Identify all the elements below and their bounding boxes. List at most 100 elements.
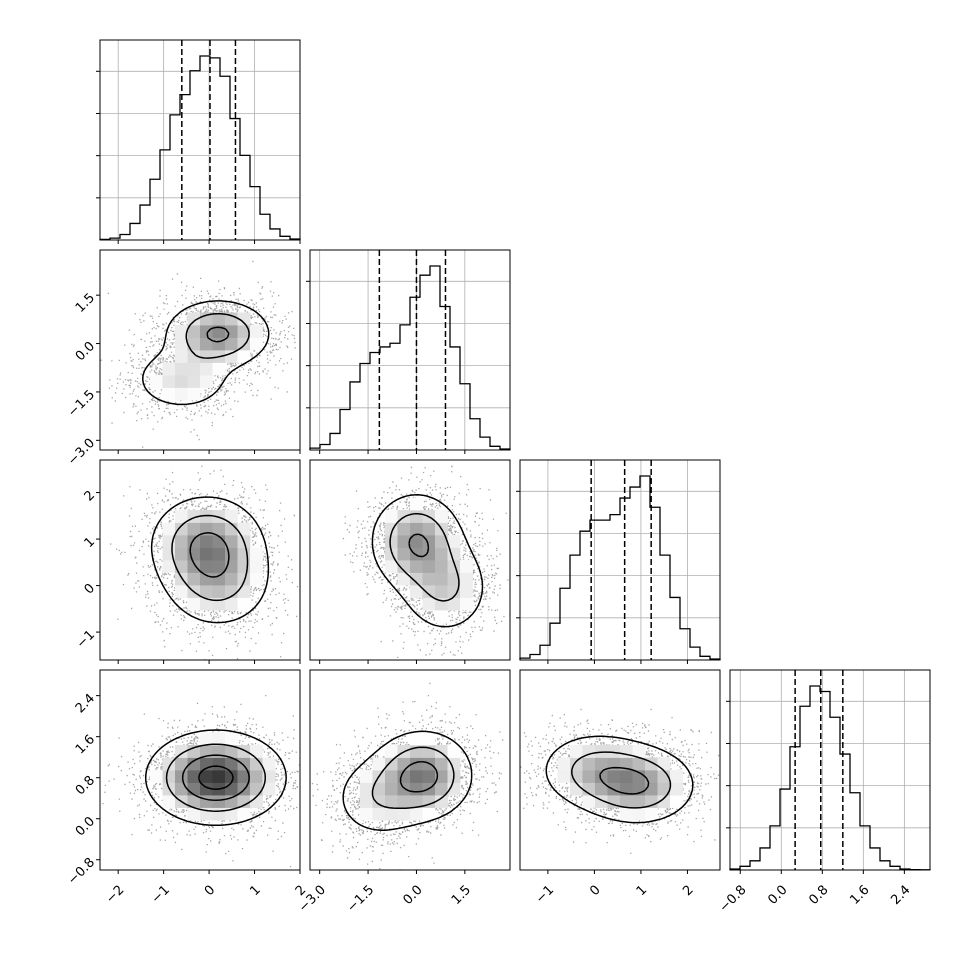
density-cell — [187, 572, 201, 586]
density-cell — [422, 547, 436, 561]
marginal-panel — [96, 39, 301, 241]
density-cell — [435, 757, 448, 771]
density-cell — [620, 795, 633, 808]
density-cell — [250, 795, 263, 808]
contour-line — [165, 743, 267, 812]
density-cell — [162, 795, 176, 808]
density-cell — [162, 362, 176, 376]
x-tick-label: 1.6 — [847, 883, 872, 908]
density-cell — [397, 560, 411, 573]
density-cell — [187, 375, 201, 388]
density-cell — [162, 770, 176, 783]
density-cell — [410, 547, 423, 561]
density-cell — [225, 782, 238, 796]
density-cell — [237, 795, 251, 808]
y-tick-label: 0 — [82, 581, 98, 597]
density-cell — [175, 350, 188, 363]
density-cell — [187, 807, 201, 821]
density-cell — [410, 522, 423, 536]
density-cell — [360, 795, 373, 808]
density-cell — [657, 782, 671, 796]
density-cell — [175, 522, 188, 536]
x-tick-label: −1.5 — [344, 883, 377, 916]
density-cell — [645, 770, 658, 783]
density-cell — [225, 597, 238, 611]
density-cell — [360, 782, 373, 796]
density-cell — [250, 770, 263, 783]
contour-line — [144, 729, 287, 827]
density-cell — [162, 387, 176, 401]
density-cell — [410, 560, 423, 573]
density-cell — [237, 522, 251, 536]
density-cell — [620, 807, 633, 821]
density-cell — [435, 547, 448, 561]
density-cell — [200, 375, 213, 388]
density-cell — [187, 387, 201, 401]
x-tick-label: 1.5 — [449, 883, 474, 908]
density-cell — [372, 795, 386, 808]
panel-frame — [309, 459, 511, 661]
density-cell — [175, 337, 188, 351]
density-cell — [237, 572, 251, 586]
density-cell — [200, 795, 213, 808]
density-cell — [410, 807, 423, 821]
panel-frame — [99, 249, 301, 451]
density-cell — [435, 510, 448, 523]
density-cell — [657, 795, 671, 808]
density-cell — [397, 795, 411, 808]
density-cell — [187, 312, 201, 326]
density-cell — [557, 757, 571, 771]
density-cell — [447, 745, 461, 758]
density-cell — [372, 782, 386, 796]
y-tick-label: 2.4 — [73, 691, 98, 716]
panel-frame — [519, 669, 721, 871]
density-cell — [435, 770, 448, 783]
density-cell — [620, 757, 633, 771]
density-cell — [460, 597, 473, 611]
density-cell — [435, 572, 448, 586]
density-cell — [447, 535, 461, 548]
density-cell — [200, 535, 213, 548]
density-cell — [385, 745, 398, 758]
marginal-panel — [516, 459, 721, 661]
density-cell — [670, 795, 683, 808]
density-cell — [385, 547, 398, 561]
density-cell — [237, 312, 251, 326]
density-cell — [557, 770, 571, 783]
contour-line — [185, 312, 250, 359]
density-cell — [632, 770, 646, 783]
density-cell — [595, 757, 608, 771]
y-tick-label: 0.0 — [73, 339, 98, 364]
density-cell — [250, 745, 263, 758]
density-cell — [385, 807, 398, 821]
contour-line — [389, 512, 460, 602]
contour-line — [342, 730, 473, 831]
histogram-bars — [309, 265, 511, 450]
density-cell — [360, 770, 373, 783]
density-cell — [422, 732, 436, 746]
density-cell — [385, 560, 398, 573]
density-cell — [447, 782, 461, 796]
y-tick-label: −1 — [74, 628, 98, 652]
contour-line — [141, 300, 270, 406]
density-cell — [435, 782, 448, 796]
density-cell — [435, 795, 448, 808]
x-tick-label: −1 — [149, 883, 173, 907]
density-cell — [422, 560, 436, 573]
density-cell — [187, 770, 201, 783]
density-cell — [385, 757, 398, 771]
density-cell — [225, 745, 238, 758]
density-panel — [309, 669, 511, 871]
contour-line — [189, 532, 230, 578]
density-cell — [447, 572, 461, 586]
density-cell — [447, 585, 461, 598]
density-cell — [447, 560, 461, 573]
density-cell — [410, 795, 423, 808]
density-cell — [225, 312, 238, 326]
density-cell — [262, 757, 276, 771]
density-cell — [200, 350, 213, 363]
marginal-panel — [306, 249, 511, 451]
contour-line — [371, 494, 484, 628]
density-cell — [422, 585, 436, 598]
density-cell — [237, 597, 251, 611]
